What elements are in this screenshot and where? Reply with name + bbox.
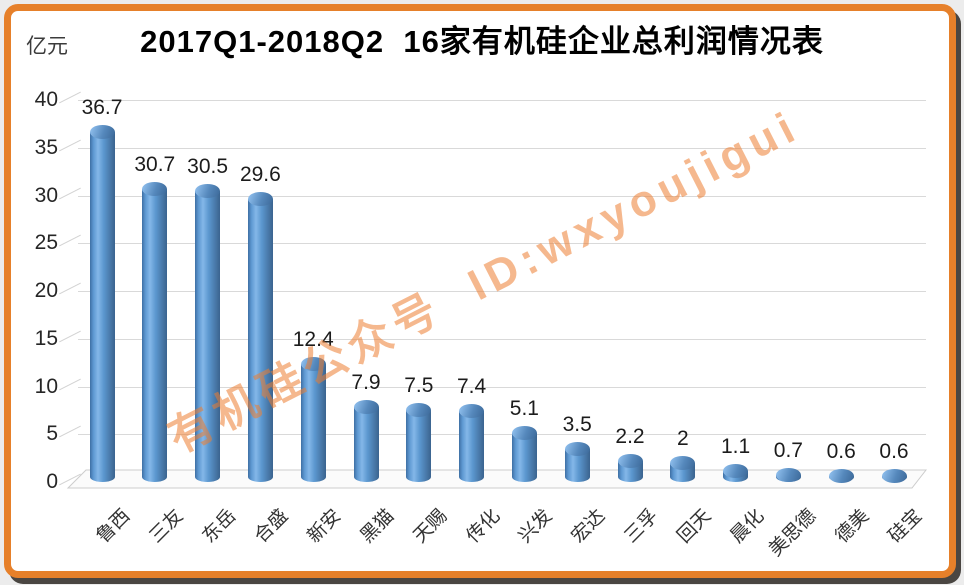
bar-value-label: 36.7 <box>81 95 123 119</box>
bar-cylinder <box>89 124 115 482</box>
bar-value-label: 7.4 <box>456 375 487 399</box>
y-gridline <box>78 338 926 340</box>
bar-value-label: 0.7 <box>773 439 803 463</box>
bar-value-label: 7.5 <box>404 374 434 398</box>
y-gridline <box>78 434 926 436</box>
bar-cylinder <box>353 399 379 482</box>
bar-value-label: 0.6 <box>879 440 909 464</box>
chart-floor-3d <box>66 469 928 489</box>
y-gridline <box>78 100 926 101</box>
y-axis-unit-label: 亿元 <box>26 35 68 58</box>
bar-cylinder <box>564 441 590 482</box>
bar-cylinder <box>142 181 168 482</box>
bar-cylinder <box>511 426 537 482</box>
bar-cylinder <box>881 469 907 483</box>
bar-cylinder <box>406 403 432 482</box>
y-tick-label: 15 <box>34 326 58 350</box>
y-gridline <box>78 291 926 292</box>
bar-value-label: 29.6 <box>239 163 281 187</box>
bar-cylinder <box>247 192 273 482</box>
y-tick-label: 0 <box>46 470 58 493</box>
bar-value-label: 12.4 <box>292 327 334 351</box>
bar-cylinder <box>195 183 221 482</box>
bar-value-label: 5.1 <box>509 397 539 421</box>
bar-value-label: 1.1 <box>720 435 751 459</box>
y-tick-label: 20 <box>34 279 58 302</box>
y-gridline <box>78 147 926 149</box>
y-tick-label: 30 <box>34 183 58 207</box>
bar-cylinder <box>459 404 485 482</box>
bar-value-label: 30.5 <box>187 154 229 178</box>
bar-cylinder <box>670 455 696 482</box>
bar-value-label: 2 <box>676 426 689 450</box>
bar-cylinder <box>775 468 801 482</box>
y-tick-label: 40 <box>34 88 58 111</box>
y-tick-label: 10 <box>34 374 58 398</box>
bar-value-label: 7.9 <box>351 370 381 394</box>
y-gridline <box>78 243 926 245</box>
y-gridline <box>78 195 926 197</box>
bar-value-label: 2.2 <box>615 424 645 448</box>
y-tick-label: 35 <box>34 135 58 159</box>
y-tick-label: 25 <box>34 231 58 255</box>
bar-value-label: 0.6 <box>826 440 856 464</box>
y-tick-label: 5 <box>46 422 58 446</box>
y-gridline <box>78 386 926 388</box>
bar-value-label: 3.5 <box>562 412 592 436</box>
bar-cylinder <box>723 464 749 482</box>
bar-value-label: 30.7 <box>134 152 176 176</box>
bar-cylinder <box>617 453 643 482</box>
bar-cylinder <box>300 356 326 482</box>
chart-title: 2017Q1-2018Q2 16家有机硅企业总利润情况表 <box>140 24 824 59</box>
bar-cylinder <box>828 469 854 483</box>
